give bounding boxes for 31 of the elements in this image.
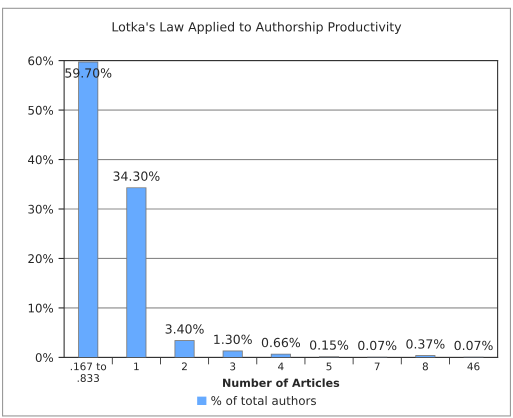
bar: [174, 340, 195, 358]
data-label: 0.07%: [454, 340, 493, 350]
data-label: 1.30%: [214, 334, 252, 344]
x-tick-label: 4: [278, 362, 284, 370]
x-tick-label: 7: [374, 362, 380, 370]
data-label: 3.40%: [166, 324, 204, 334]
data-label: 0.66%: [262, 338, 300, 348]
y-tick-label: 30%: [28, 204, 54, 214]
y-tick-label: 20%: [28, 254, 54, 264]
x-tick-label: 46: [467, 362, 480, 370]
y-tick-label: 60%: [28, 56, 54, 66]
data-label: 0.07%: [358, 340, 396, 350]
x-tick-label: 1: [134, 362, 139, 370]
y-tick-label: 50%: [28, 106, 54, 115]
x-tick-label: 5: [326, 362, 332, 370]
data-label: 34.30%: [113, 171, 160, 181]
y-tick-label: 10%: [28, 304, 54, 313]
data-label: 0.37%: [406, 339, 445, 349]
x-axis-title: Number of Articles: [223, 378, 340, 388]
legend-label: % of total authors: [211, 396, 316, 406]
data-label: 0.15%: [310, 340, 348, 350]
y-tick-label: 0%: [36, 353, 54, 362]
y-tick-label: 40%: [28, 155, 54, 164]
x-tick-label: 2: [182, 362, 187, 370]
chart-title: Lotka's Law Applied to Authorship Productivity: [112, 22, 402, 34]
x-tick-label: 3: [230, 362, 236, 370]
bar: [126, 187, 146, 358]
x-tick-label: .167 to .833: [70, 362, 106, 382]
bar: [270, 354, 291, 358]
bar: [222, 350, 243, 358]
x-tick-label: 8: [422, 362, 428, 370]
